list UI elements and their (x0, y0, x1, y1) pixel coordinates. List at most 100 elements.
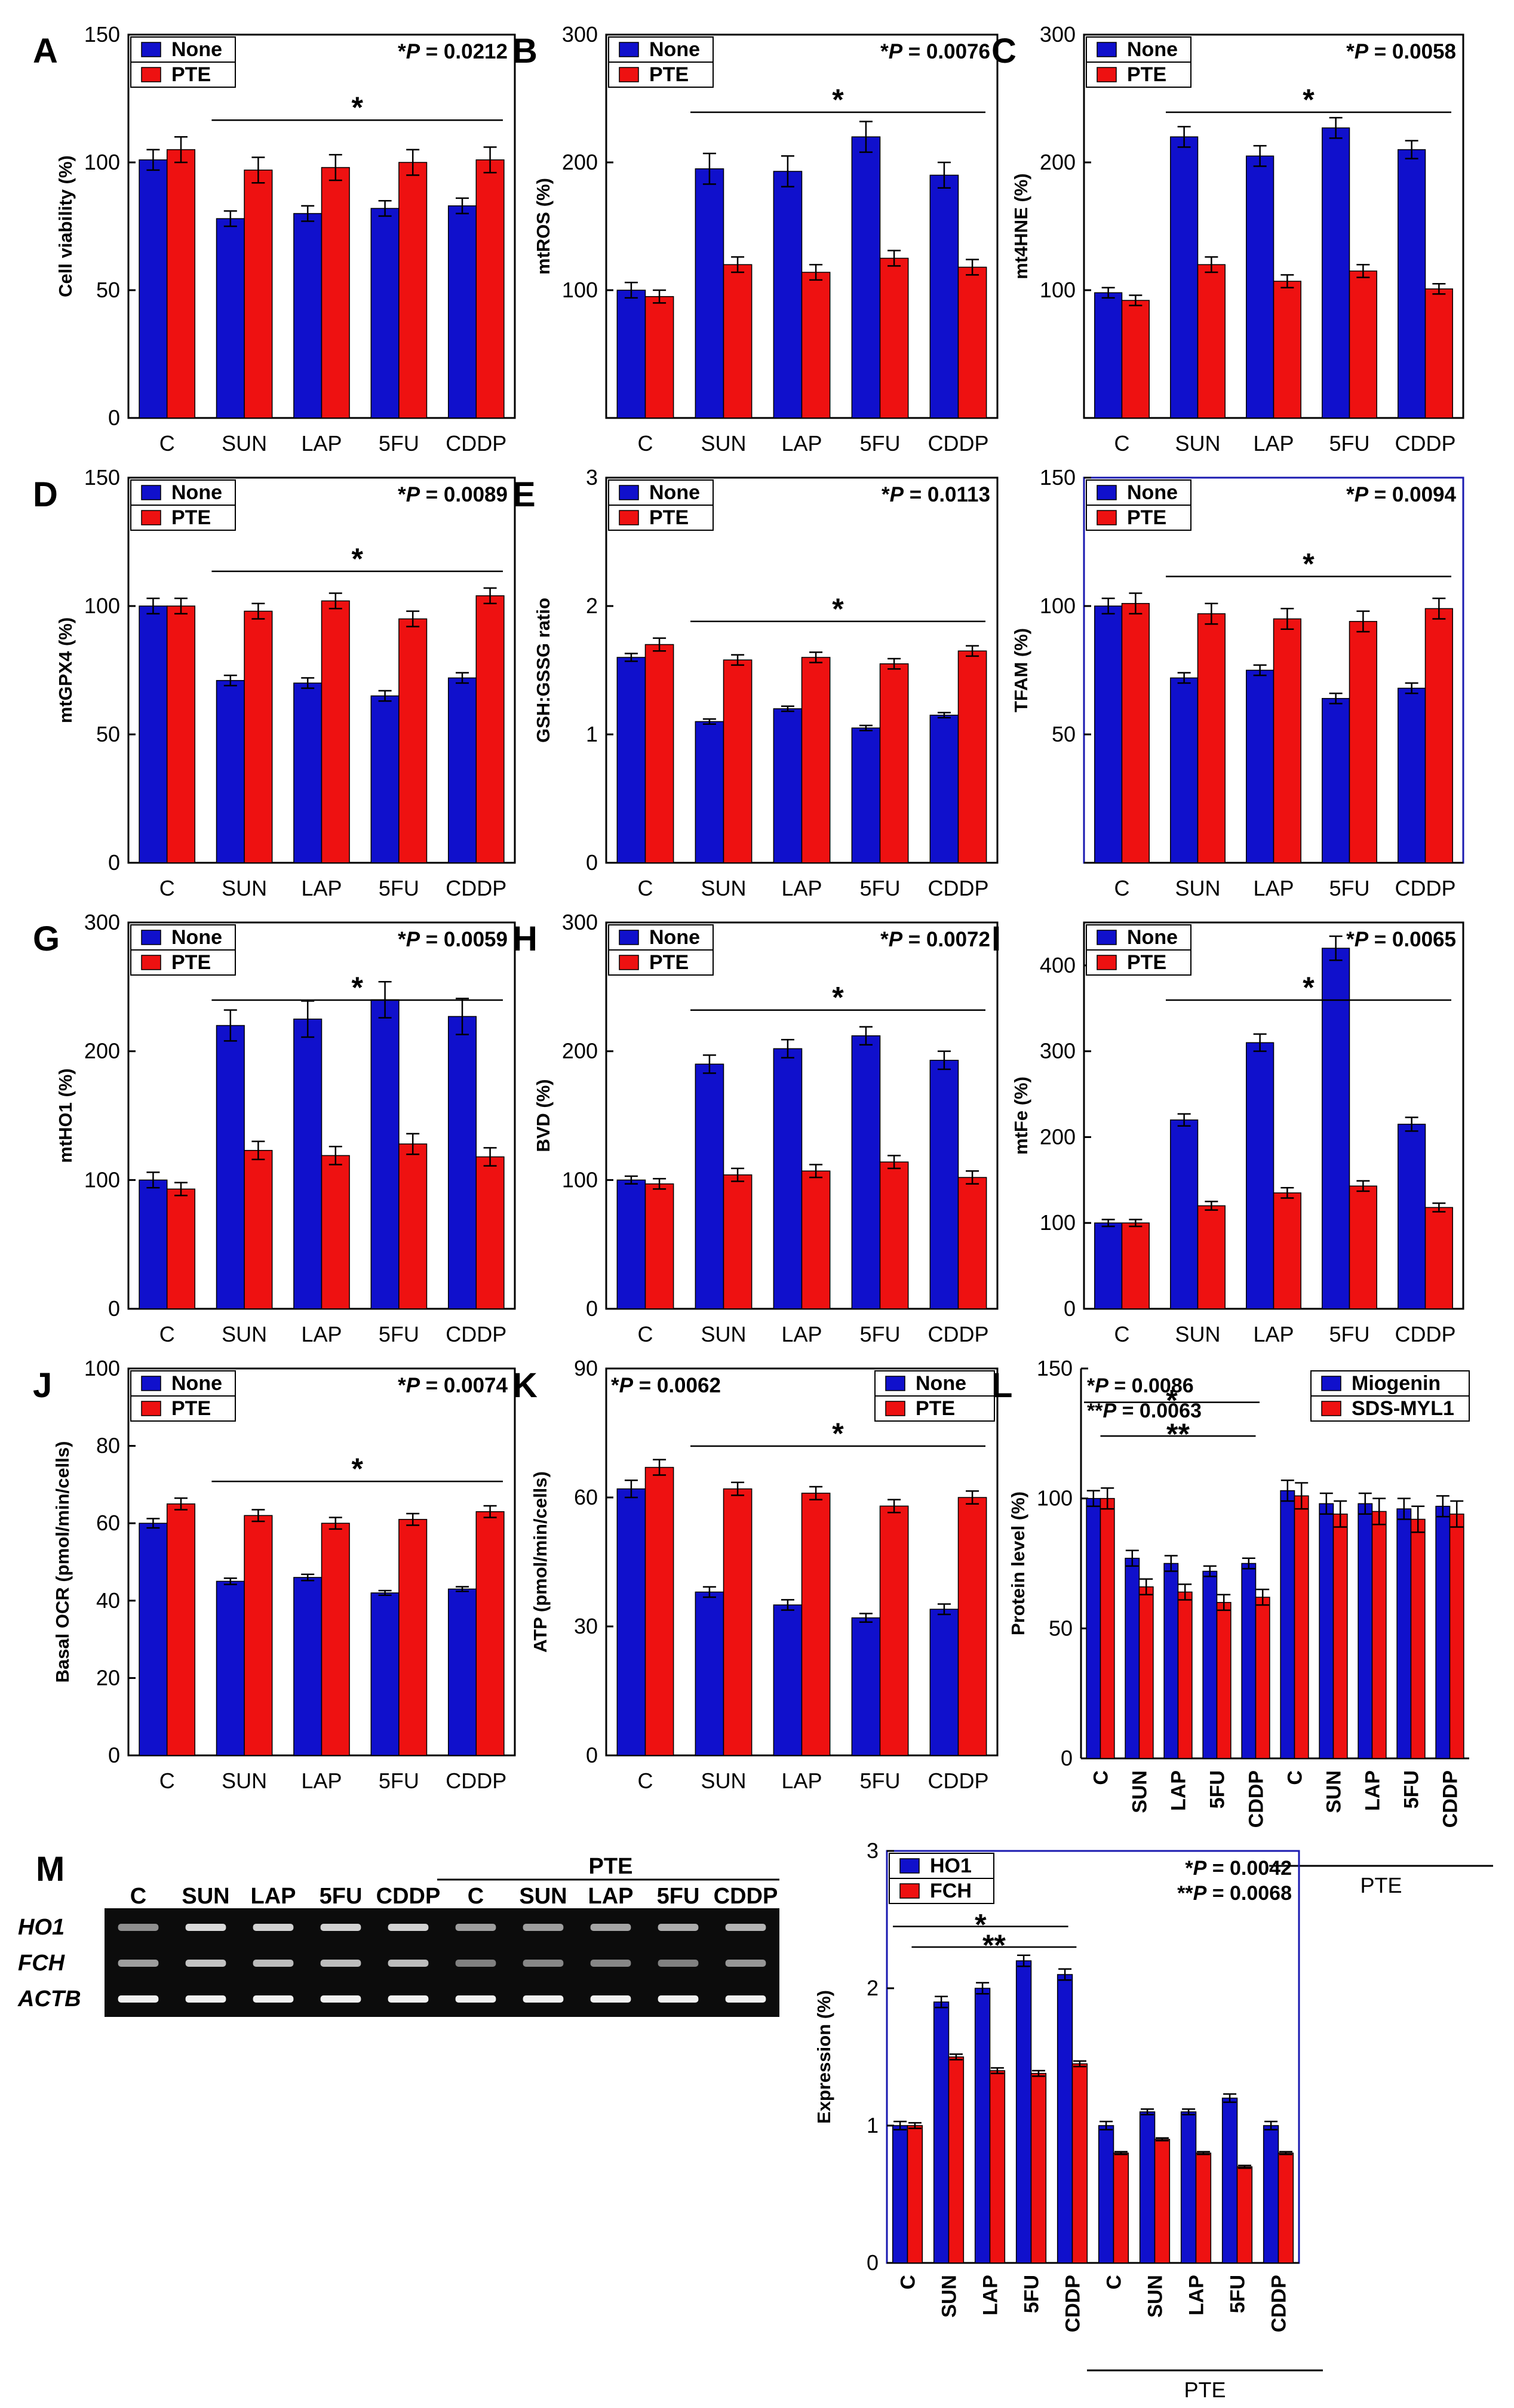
gel-lane-label: CDDP (376, 1884, 441, 1909)
y-tick-label: 100 (1040, 593, 1076, 618)
x-tick-label: 5FU (379, 876, 419, 900)
legend-swatch (619, 930, 639, 945)
p-value: *P = 0.0072 (880, 928, 990, 951)
bar-pte-sun (244, 1515, 273, 1756)
p-value-symbol: P (406, 928, 420, 951)
legend-label: None (1127, 926, 1178, 949)
y-tick-label: 2 (586, 593, 598, 618)
bar-fch-lap (989, 2070, 1006, 2264)
x-tick-label: LAP (1253, 1322, 1294, 1346)
gel-band (320, 1924, 361, 1931)
bar-pte-c (1121, 602, 1150, 863)
bar-ho1-lap (1180, 2111, 1197, 2264)
bar-pte-cddp (957, 1497, 987, 1756)
bar-ho1-5fu (1015, 1960, 1032, 2264)
x-tick-label: LAP (1253, 876, 1294, 900)
x-tick-label: C (1103, 2275, 1126, 2290)
x-tick-label: C (638, 431, 653, 456)
bar-pte-lap (1273, 618, 1301, 863)
x-tick-label: SUN (1175, 431, 1220, 456)
legend-swatch (1097, 485, 1117, 500)
gel-lane-label: C (130, 1884, 146, 1909)
bar-pte-lap (1273, 1192, 1301, 1309)
y-axis-label: mtHO1 (%) (55, 1068, 76, 1163)
y-tick-label: 150 (84, 465, 120, 490)
x-tick-label: 5FU (379, 431, 419, 456)
panel-label: I (991, 919, 1001, 958)
bar-pte-5fu (398, 162, 428, 419)
bar-none-c (139, 605, 168, 863)
bar-none-5fu (851, 136, 881, 419)
x-tick-label: 5FU (1329, 431, 1369, 456)
p-value-symbol: P (406, 1374, 420, 1397)
x-tick-label: CDDP (1062, 2275, 1085, 2332)
p-value-symbol: P (1355, 483, 1369, 506)
significance-star: * (1303, 83, 1315, 116)
gel-band (253, 1995, 294, 2003)
significance-star: * (832, 981, 844, 1014)
legend-label: PTE (649, 506, 689, 529)
bar-pte-sun (723, 264, 753, 419)
bar-fch-sun (1154, 2139, 1171, 2264)
legend-swatch (1097, 42, 1117, 57)
bar-pte-cddp (475, 159, 505, 419)
bar-none-c (1094, 1222, 1123, 1309)
gel-row-label: FCH (18, 1951, 66, 1976)
p-value-star: * (1346, 928, 1355, 951)
bar-miogenin-sun (1125, 1558, 1140, 1759)
p-value-star: * (1346, 40, 1355, 63)
y-tick-label: 50 (96, 278, 120, 302)
legend-label: PTE (171, 506, 211, 529)
bar-ho1-cddp (1057, 1974, 1073, 2264)
y-tick-label: 0 (867, 2250, 879, 2275)
legend-label: FCH (930, 1880, 972, 1902)
bar-ho1-cddp (1263, 2125, 1279, 2264)
bar-pte-c (166, 1188, 196, 1309)
bar-pte-lap (1273, 281, 1301, 419)
bar-pte-sun (723, 1174, 753, 1309)
bar-miogenin-c (1280, 1490, 1295, 1759)
gel-band (455, 1924, 496, 1931)
panel-c: 100 200 300 mt4HNE (%) C C SUN LAP 5FU CDDP NonePT… (991, 22, 1464, 456)
legend-label: PTE (649, 63, 689, 86)
x-tick-label: C (638, 876, 653, 900)
x-tick-label: LAP (1362, 1770, 1384, 1811)
bar-none-5fu (370, 208, 400, 419)
bar-pte-5fu (1349, 270, 1377, 419)
gel-band (590, 1995, 631, 2003)
x-tick-label: SUN (1129, 1770, 1151, 1813)
bar-none-5fu (370, 1592, 400, 1756)
bar-pte-cddp (957, 266, 987, 419)
bar-none-lap (293, 1577, 323, 1756)
significance-star: * (351, 971, 363, 1004)
y-tick-label: 150 (1037, 1356, 1073, 1380)
p-value: **P = 0.0068 (1177, 1882, 1292, 1905)
bar-fch-sun (948, 2056, 965, 2264)
p-value-symbol: P (1193, 1857, 1207, 1880)
gel-band (658, 1960, 699, 1967)
bar-miogenin-c (1086, 1497, 1101, 1759)
p-value: *P = 0.0089 (398, 483, 508, 506)
legend-swatch (619, 485, 639, 500)
y-axis-label: BVD (%) (533, 1079, 554, 1152)
legend-entry-pte (130, 1395, 236, 1422)
p-value-number: = 0.0212 (420, 40, 508, 63)
x-tick-label: CDDP (928, 1769, 988, 1793)
x-tick-label: LAP (781, 1322, 822, 1346)
panel-label: L (991, 1366, 1012, 1405)
legend-swatch (141, 485, 161, 500)
panel-k: 0 30 60 90 ATP (pmol/min/cells) K C SUN LAP 5FU CD… (512, 1356, 999, 1793)
gel-band (118, 1995, 159, 2003)
panel-label: H (512, 919, 538, 958)
x-tick-label: CDDP (928, 431, 988, 456)
legend: HO1 FCH (889, 1853, 994, 1904)
y-tick-label: 0 (108, 1743, 120, 1767)
y-tick-label: 100 (562, 1167, 598, 1192)
legend-swatch (1097, 510, 1117, 525)
